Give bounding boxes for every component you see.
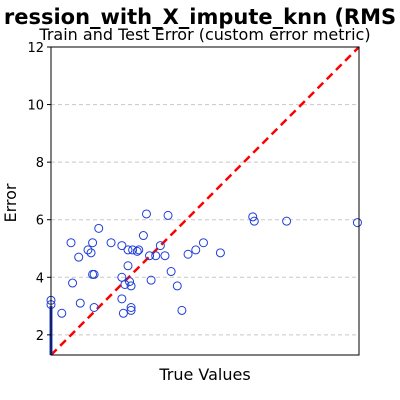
data-point bbox=[88, 238, 98, 248]
data-points bbox=[46, 209, 362, 318]
data-point bbox=[183, 249, 193, 259]
reference-line-group bbox=[50, 46, 360, 356]
data-point bbox=[166, 267, 176, 277]
plot-area-frame bbox=[50, 46, 360, 356]
y-tick-label: 4 bbox=[36, 271, 44, 286]
data-point bbox=[66, 238, 76, 248]
data-point bbox=[126, 305, 136, 315]
data-point bbox=[118, 308, 128, 318]
data-point bbox=[151, 251, 161, 261]
data-point bbox=[172, 281, 182, 291]
y-tick-label: 2 bbox=[36, 329, 44, 344]
data-point bbox=[126, 281, 136, 291]
data-point bbox=[191, 245, 201, 255]
y-tick-label: 6 bbox=[36, 214, 44, 229]
data-point bbox=[155, 241, 165, 251]
data-point bbox=[126, 303, 136, 313]
data-point bbox=[117, 294, 127, 304]
data-point bbox=[123, 261, 133, 271]
data-point bbox=[89, 303, 99, 313]
data-point bbox=[106, 238, 116, 248]
data-point bbox=[57, 308, 67, 318]
data-point bbox=[160, 251, 170, 261]
y-axis-ticks: 2 4 6 8 10 12 bbox=[27, 41, 51, 344]
data-point bbox=[177, 305, 187, 315]
y-tick-label: 10 bbox=[27, 99, 44, 114]
data-point bbox=[138, 231, 148, 241]
data-point bbox=[282, 216, 292, 226]
data-point bbox=[74, 252, 84, 262]
y-tick-label: 12 bbox=[27, 41, 44, 56]
data-point bbox=[123, 245, 133, 255]
data-point bbox=[89, 269, 99, 279]
data-point bbox=[132, 246, 142, 256]
chart-title: ression_with_X_impute_knn (RMS bbox=[4, 5, 396, 29]
data-point bbox=[215, 248, 225, 258]
data-point bbox=[94, 223, 104, 233]
data-point bbox=[86, 248, 96, 258]
data-point bbox=[134, 245, 144, 255]
reference-line bbox=[50, 46, 360, 356]
data-point bbox=[117, 241, 127, 251]
data-point bbox=[146, 275, 156, 285]
y-tick-label: 8 bbox=[36, 156, 44, 171]
data-point bbox=[128, 245, 138, 255]
data-point bbox=[248, 212, 258, 222]
data-point bbox=[249, 216, 259, 226]
chart-subtitle: Train and Test Error (custom error metri… bbox=[38, 25, 370, 44]
data-point bbox=[120, 279, 130, 289]
y-axis-label: Error bbox=[1, 183, 20, 222]
data-point bbox=[198, 238, 208, 248]
data-point bbox=[163, 210, 173, 220]
grid-lines bbox=[51, 46, 359, 336]
data-point bbox=[125, 277, 135, 287]
x-axis-label: True Values bbox=[158, 365, 250, 384]
data-point bbox=[141, 209, 151, 219]
data-point bbox=[68, 278, 78, 288]
data-point bbox=[83, 245, 93, 255]
data-point bbox=[352, 218, 362, 228]
data-point bbox=[75, 298, 85, 308]
data-point bbox=[145, 251, 155, 261]
